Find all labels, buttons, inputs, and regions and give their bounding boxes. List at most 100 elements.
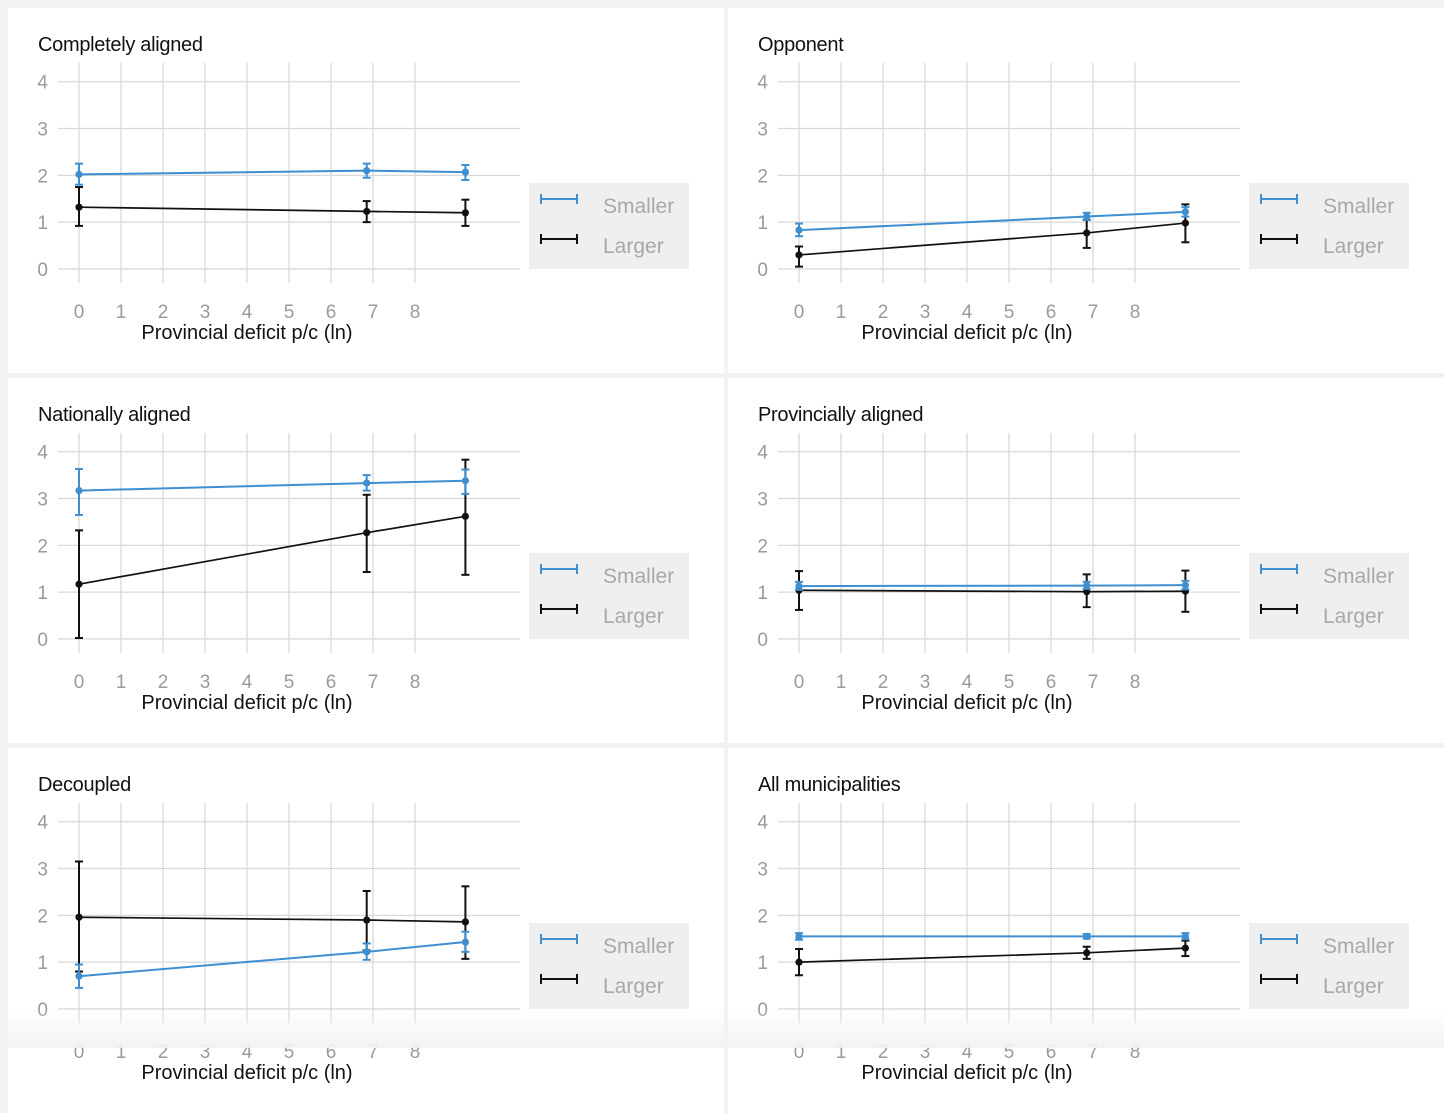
x-axis-label: Provincial deficit p/c (ln) — [141, 1062, 352, 1084]
panel-decoupled: 0 1 2 3 4 0 1 2 3 4 5 6 7 8 Provincial deficit p/c (ln… — [8, 748, 724, 1113]
legend-label-larger: Larger — [603, 975, 664, 998]
data-point-smaller — [795, 932, 803, 941]
plot-svg: 0 1 2 3 4 0 1 2 3 4 5 6 7 8 Provincial deficit p/c (ln… — [37, 433, 520, 714]
x-tick-label: 4 — [242, 302, 253, 323]
data-point-smaller — [363, 167, 371, 175]
y-tick-label: 0 — [37, 260, 48, 281]
data-point-smaller — [461, 938, 469, 946]
x-tick-label: 6 — [326, 1042, 337, 1063]
series-line-larger — [798, 589, 1186, 593]
x-axis-label: Provincial deficit p/c (ln) — [141, 692, 352, 714]
data-point-smaller — [1083, 932, 1091, 941]
x-tick-label: 5 — [284, 672, 295, 693]
x-tick-label: 0 — [794, 302, 805, 323]
data-point-larger — [363, 207, 371, 215]
y-tick-label: 3 — [757, 120, 768, 141]
legend-key-larger — [1260, 604, 1298, 614]
legend-item-larger: Larger — [1259, 601, 1409, 631]
y-tick-label: 0 — [757, 1000, 768, 1021]
legend-label-smaller: Smaller — [1323, 195, 1395, 218]
x-tick-label: 3 — [920, 302, 931, 323]
data-point-larger — [75, 203, 83, 211]
x-tick-label: 4 — [962, 672, 973, 693]
x-tick-label: 2 — [158, 672, 169, 693]
y-tick-label: 2 — [757, 166, 768, 187]
y-tick-label: 1 — [757, 213, 768, 234]
plot-svg: 0 1 2 3 4 0 1 2 3 4 5 6 7 8 Provincial deficit p/c (ln… — [757, 63, 1240, 344]
legend-item-smaller: Smaller — [539, 561, 689, 591]
x-tick-label: 5 — [1004, 1042, 1015, 1063]
y-tick-label: 2 — [37, 536, 48, 557]
legend-item-larger: Larger — [539, 971, 689, 1001]
data-point-smaller — [75, 170, 83, 179]
x-axis-label: Provincial deficit p/c (ln) — [141, 322, 352, 344]
y-tick-label: 2 — [757, 536, 768, 557]
y-tick-label: 0 — [37, 630, 48, 651]
x-tick-label: 1 — [116, 672, 127, 693]
y-tick-label: 3 — [757, 860, 768, 881]
legend: Smaller Larger — [1249, 553, 1409, 639]
panel-title: Nationally aligned — [38, 404, 191, 426]
data-point-larger — [1181, 219, 1189, 227]
x-tick-label: 4 — [242, 1042, 253, 1063]
legend-label-smaller: Smaller — [1323, 935, 1395, 958]
legend: Smaller Larger — [529, 183, 689, 269]
y-tick-label: 1 — [37, 213, 48, 234]
data-point-larger — [1083, 229, 1091, 237]
data-point-larger — [363, 529, 371, 537]
legend-key-smaller — [1260, 564, 1298, 574]
x-tick-label: 7 — [368, 1042, 379, 1063]
panel-completely-aligned: 0 1 2 3 4 0 1 2 3 4 5 6 7 8 Provincial deficit p/c (ln… — [8, 8, 724, 373]
legend-item-larger: Larger — [1259, 231, 1409, 261]
y-tick-label: 1 — [37, 953, 48, 974]
x-tick-label: 4 — [962, 1042, 973, 1063]
x-tick-label: 7 — [1088, 1042, 1099, 1063]
y-tick-label: 1 — [757, 583, 768, 604]
series-line-larger — [798, 947, 1186, 963]
x-tick-label: 3 — [200, 1042, 211, 1063]
y-tick-label: 2 — [37, 166, 48, 187]
data-point-smaller — [1181, 581, 1189, 589]
data-point-larger — [363, 916, 371, 924]
data-point-smaller — [1083, 212, 1091, 221]
x-tick-label: 0 — [74, 672, 85, 693]
y-tick-label: 2 — [37, 906, 48, 927]
x-tick-label: 7 — [368, 302, 379, 323]
x-tick-label: 8 — [1130, 1042, 1141, 1063]
y-tick-label: 4 — [37, 443, 48, 464]
x-tick-label: 6 — [1046, 672, 1057, 693]
x-tick-label: 8 — [410, 672, 421, 693]
panel-all-municipalities: 0 1 2 3 4 0 1 2 3 4 5 6 7 8 Provincial deficit p/c (ln… — [728, 748, 1444, 1113]
legend-key-smaller — [540, 194, 578, 204]
y-tick-label: 4 — [757, 813, 768, 834]
x-tick-label: 2 — [158, 302, 169, 323]
legend-label-smaller: Smaller — [603, 195, 675, 218]
legend-item-larger: Larger — [1259, 971, 1409, 1001]
legend-label-smaller: Smaller — [603, 565, 675, 588]
y-tick-label: 3 — [757, 490, 768, 511]
data-point-smaller — [795, 226, 803, 234]
data-point-larger — [1181, 944, 1189, 952]
series-line-larger — [78, 916, 466, 923]
y-tick-label: 1 — [37, 583, 48, 604]
x-axis-label: Provincial deficit p/c (ln) — [861, 1062, 1072, 1084]
series-line-smaller — [78, 479, 466, 492]
data-point-larger — [795, 958, 803, 966]
data-point-larger — [1083, 588, 1091, 596]
legend-key-larger — [540, 234, 578, 244]
legend-key-larger — [540, 974, 578, 984]
legend: Smaller Larger — [1249, 923, 1409, 1009]
x-tick-label: 6 — [1046, 1042, 1057, 1063]
x-tick-label: 6 — [326, 302, 337, 323]
x-tick-label: 2 — [878, 672, 889, 693]
legend-label-smaller: Smaller — [603, 935, 675, 958]
legend-label-larger: Larger — [603, 605, 664, 628]
x-tick-label: 5 — [284, 1042, 295, 1063]
x-tick-label: 4 — [242, 672, 253, 693]
x-tick-label: 1 — [836, 672, 847, 693]
x-tick-label: 0 — [794, 1042, 805, 1063]
x-tick-label: 7 — [1088, 672, 1099, 693]
legend-key-larger — [1260, 974, 1298, 984]
legend: Smaller Larger — [529, 553, 689, 639]
data-point-larger — [75, 580, 83, 588]
